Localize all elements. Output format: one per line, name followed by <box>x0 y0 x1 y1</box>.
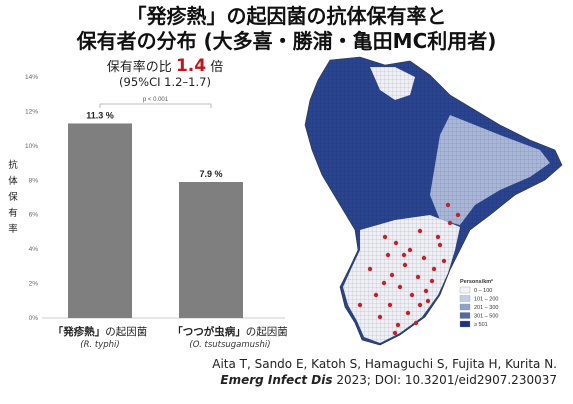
y-tick-label: 0% <box>29 315 39 322</box>
seropositive-dot <box>387 302 393 308</box>
y-tick-label: 2% <box>29 281 39 288</box>
seropositive-dot <box>367 266 373 272</box>
title-line-1: 「発疹熱」の起因菌の抗体保有率と <box>126 4 447 28</box>
ylabel-char: 保 <box>8 192 18 203</box>
seropositive-dot <box>382 234 388 240</box>
map-north-zone <box>370 67 415 100</box>
ci-label: (95%CI 1.2–1.7) <box>119 75 211 89</box>
seropositive-dot <box>437 242 443 248</box>
ylabel-char: 率 <box>8 224 18 235</box>
ylabel-char: 有 <box>8 208 18 219</box>
citation-journal: Emerg Infect Dis <box>220 373 333 387</box>
seropositive-dot <box>429 278 435 284</box>
seropositive-dot <box>425 298 431 304</box>
citation-journal-line: Emerg Infect Dis 2023; DOI: 10.3201/eid2… <box>220 373 557 387</box>
bar-murine-typhus <box>68 123 132 318</box>
seropositive-dot <box>381 280 387 286</box>
seropositive-dot <box>395 322 401 328</box>
legend-swatch <box>459 295 471 302</box>
citation-authors: Aita T, Sando E, Katoh S, Hamaguchi S, F… <box>212 357 557 371</box>
category-label-1: 「発疹熱」の起因菌 <box>40 324 160 339</box>
seropositive-dots <box>357 202 461 336</box>
significance-bracket: p < 0.001 <box>99 97 212 108</box>
legend-items: 0 – 100 101 – 200 201 – 300 301 – 500 ≥ 501 <box>459 286 498 328</box>
legend-swatch <box>459 312 471 319</box>
bar-scrub-typhus <box>179 182 243 318</box>
seropositive-dot <box>385 252 391 258</box>
seropositive-dot <box>417 228 423 234</box>
ylabel-char: 体 <box>8 176 18 187</box>
cat2-bold: 「つつが虫病」 <box>172 326 246 338</box>
seropositive-dot <box>415 274 421 280</box>
ratio-label: 保有率の比 1.4 倍 <box>60 56 270 76</box>
bar-value-label: 11.3 % <box>86 110 114 120</box>
seropositive-dot <box>389 272 395 278</box>
legend-label: 201 – 300 <box>474 305 498 311</box>
ratio-prefix: 保有率の比 <box>106 60 172 75</box>
seropositive-dot <box>441 258 447 264</box>
y-axis-ticks: 0% 2% 4% 6% 8% 10% 12% 14% <box>25 74 285 322</box>
cat2-rest: の起因菌 <box>245 326 288 338</box>
seropositive-dot <box>402 262 408 268</box>
legend-label: 101 – 200 <box>474 297 498 303</box>
seropositive-dot <box>377 314 383 320</box>
seropositive-dot <box>455 212 461 218</box>
y-tick-label: 14% <box>25 74 38 81</box>
seropositive-dot <box>392 330 398 336</box>
bar-value-label: 7.9 % <box>199 169 222 179</box>
seropositive-dot <box>417 302 423 308</box>
seropositive-dot <box>409 292 415 298</box>
legend-swatch <box>459 303 471 311</box>
y-tick-label: 10% <box>25 143 38 150</box>
p-value: p < 0.001 <box>143 97 169 103</box>
category-label-2: 「つつが虫病」の起因菌 <box>160 324 300 339</box>
ylabel-char: 抗 <box>8 160 18 171</box>
seropositive-dot <box>423 288 429 294</box>
bar-chart: 0% 2% 4% 6% 8% 10% 12% 14% 11.3 % 7.9 % p < 0.00… <box>25 74 285 322</box>
category-sub-2: (O. tsutsugamushi) <box>189 340 271 350</box>
seropositive-dot <box>397 284 403 290</box>
cat1-rest: の起因菌 <box>105 326 148 338</box>
y-tick-label: 12% <box>25 108 38 115</box>
legend-label: ≥ 501 <box>474 322 488 328</box>
seropositive-dot <box>401 252 407 258</box>
category-sub-1: (R. typhi) <box>80 340 120 350</box>
legend-swatch <box>459 320 471 328</box>
y-axis-label: 抗 体 保 有 率 <box>6 158 20 238</box>
title-line-2: 保有者の分布 (大多喜・勝浦・亀田MC利用者) <box>76 29 497 53</box>
ratio-value: 1.4 <box>175 56 207 76</box>
seropositive-dot <box>447 220 453 226</box>
seropositive-dot <box>373 292 379 298</box>
map-south-zone <box>343 215 460 343</box>
y-tick-label: 8% <box>29 177 39 184</box>
map-legend: Persons/km² 0 – 100 101 – 200 201 – 300 301… <box>459 278 498 328</box>
seropositive-dot <box>431 266 437 272</box>
ratio-suffix: 倍 <box>210 60 224 75</box>
citation-doi: 2023; DOI: 10.3201/eid2907.230037 <box>332 373 557 387</box>
y-tick-label: 6% <box>29 212 39 219</box>
bracket-line <box>99 103 212 108</box>
seropositive-dot <box>413 320 419 326</box>
seropositive-dot <box>405 310 411 316</box>
seropositive-dot <box>393 240 399 246</box>
bars: 11.3 % 7.9 % <box>68 110 243 318</box>
map-mid-zone <box>430 115 550 225</box>
seropositive-dot <box>445 202 451 208</box>
seropositive-dot <box>357 302 363 308</box>
cat1-bold: 「発疹熱」 <box>52 326 106 338</box>
seropositive-dot <box>435 234 441 240</box>
y-tick-label: 4% <box>29 246 39 253</box>
legend-title: Persons/km² <box>460 278 493 285</box>
legend-swatch <box>459 286 471 294</box>
legend-label: 301 – 500 <box>474 314 498 320</box>
population-density-map: Persons/km² 0 – 100 101 – 200 201 – 300 301… <box>304 56 563 346</box>
seropositive-dot <box>421 255 427 261</box>
seropositive-dot <box>407 247 413 253</box>
legend-label: 0 – 100 <box>474 288 492 294</box>
